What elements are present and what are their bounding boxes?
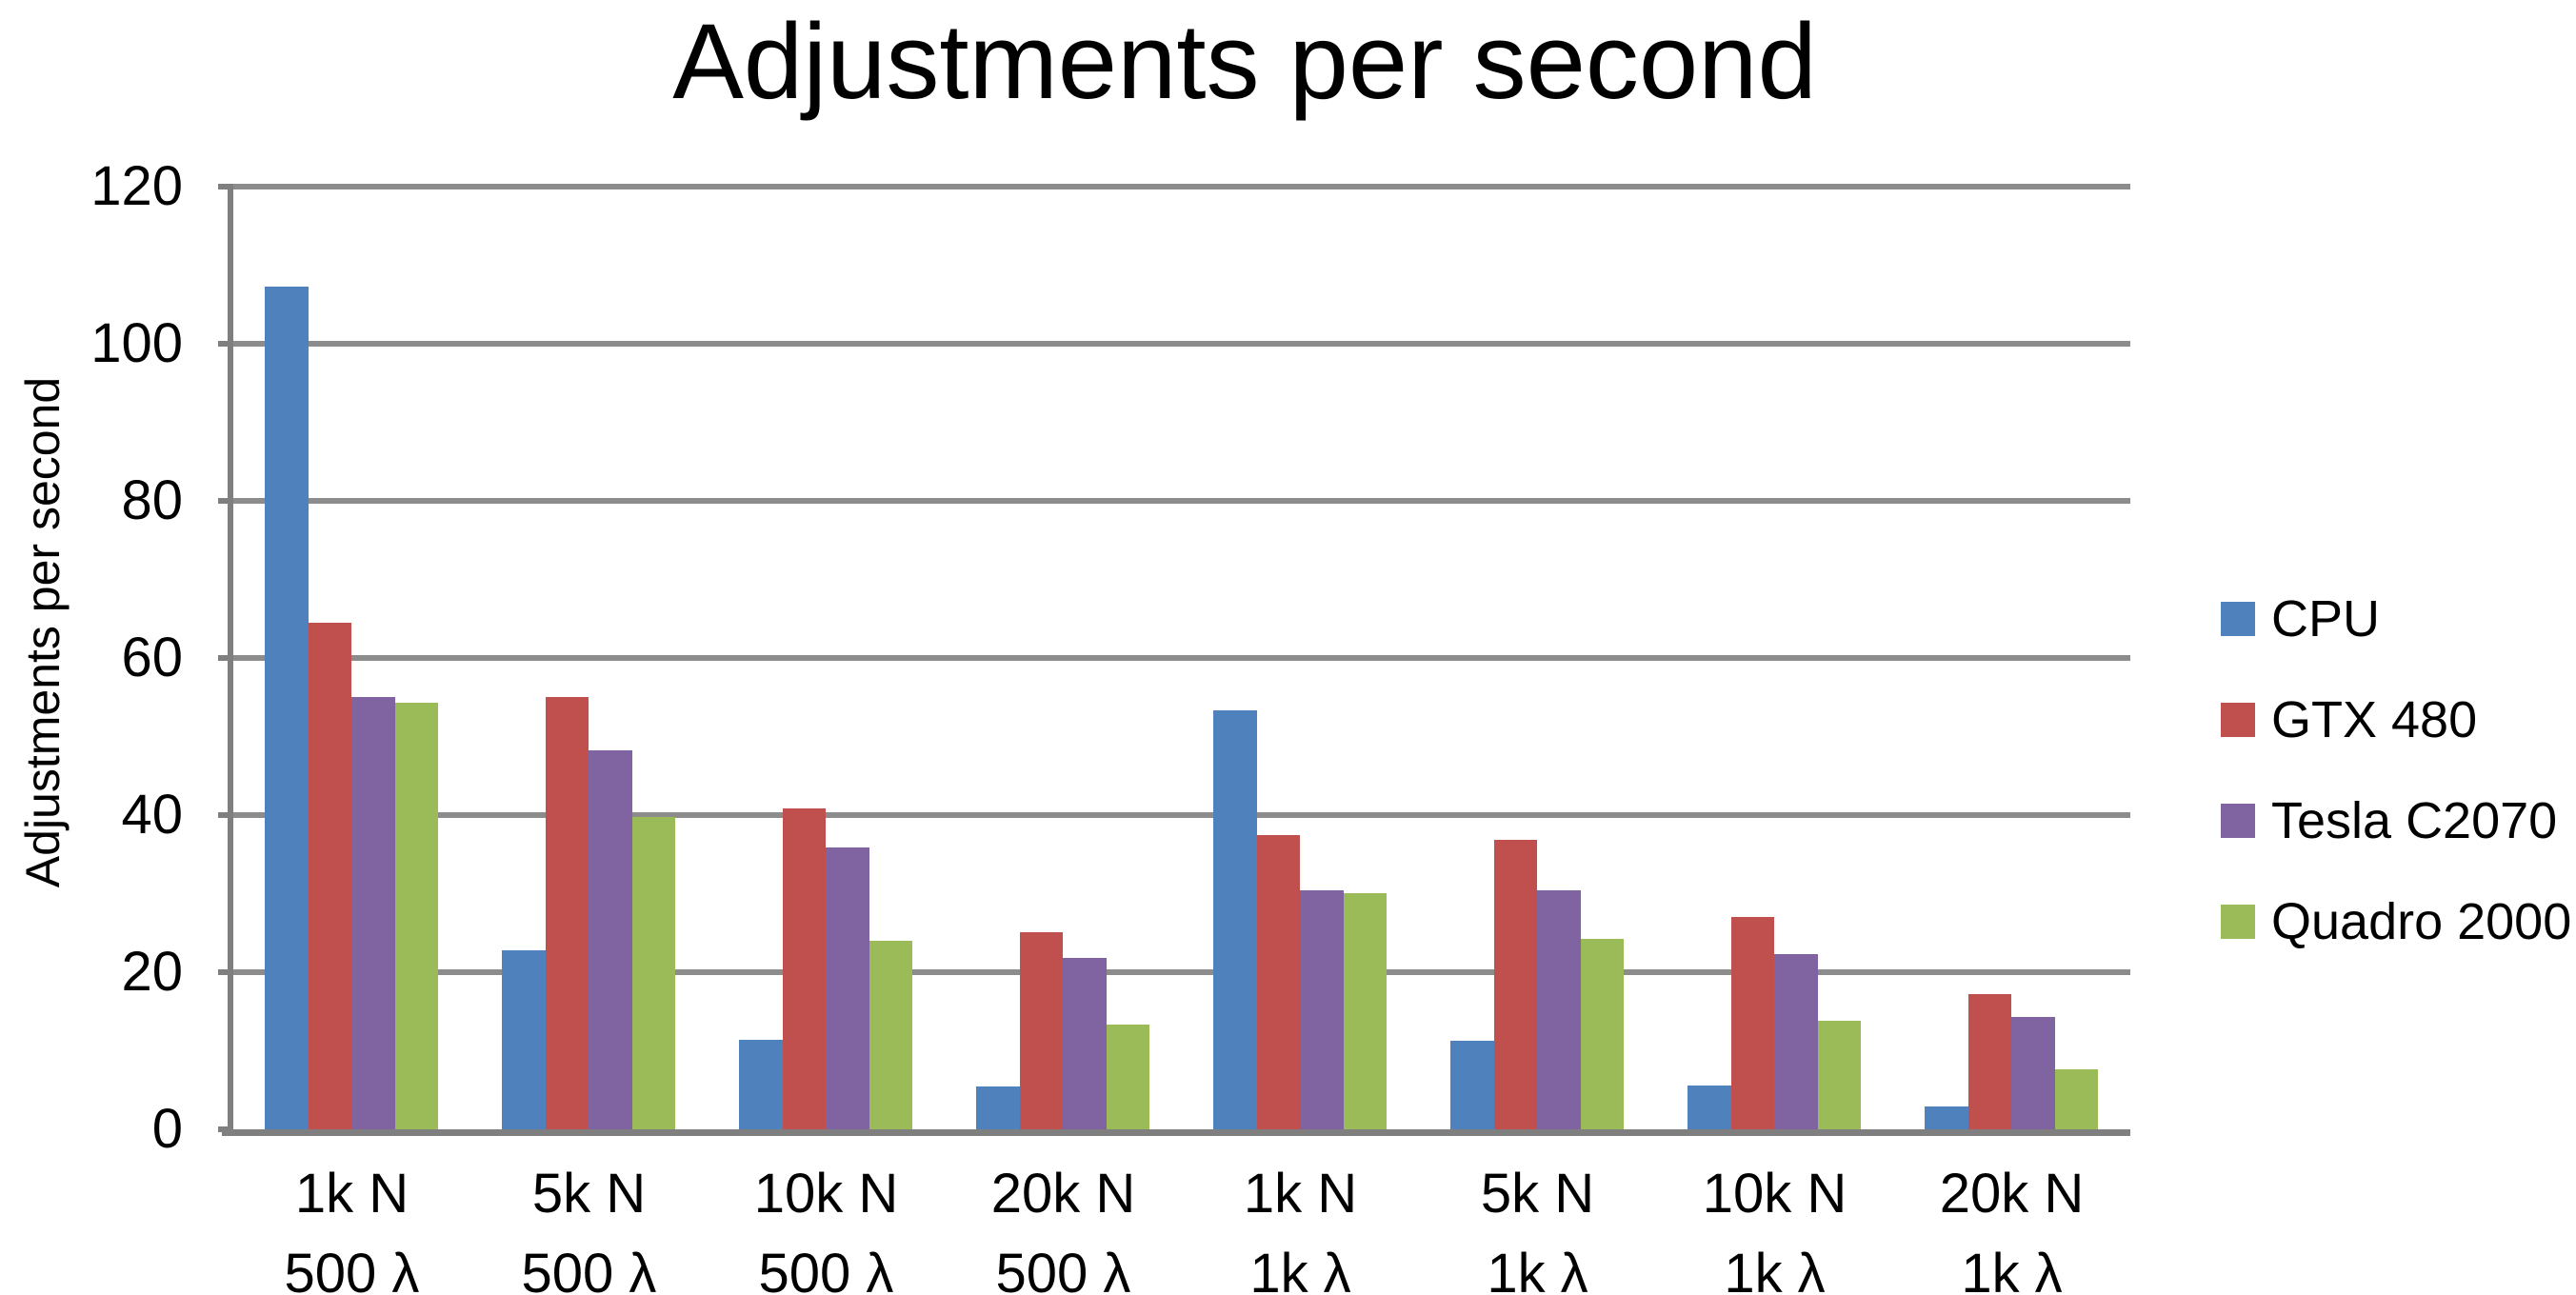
x-label-cat3: 10k N 500 λ (708, 1154, 945, 1295)
y-tick-label-0: 0 (151, 1098, 183, 1160)
x-label-cat4: 20k N 500 λ (945, 1154, 1182, 1295)
bar-quadro-2000-cat6 (1580, 939, 1624, 1129)
gridline-20 (233, 969, 2130, 975)
bar-quadro-2000-cat1 (394, 703, 438, 1129)
gridline-60 (233, 655, 2130, 661)
bar-gtx-480-cat4 (1019, 931, 1063, 1129)
x-label-top: 20k N (1939, 1163, 2085, 1225)
x-label-top: 1k N (1243, 1163, 1358, 1225)
bar-cpu-cat2 (502, 949, 546, 1129)
bar-quadro-2000-cat2 (631, 816, 675, 1129)
bar-tesla-c2070-cat1 (351, 697, 395, 1129)
bar-tesla-c2070-cat7 (1774, 954, 1818, 1129)
legend-swatch-icon (2221, 602, 2255, 636)
legend-swatch-icon (2221, 804, 2255, 838)
x-label-top: 10k N (1702, 1163, 1847, 1225)
bar-quadro-2000-cat5 (1343, 892, 1387, 1129)
x-label-top: 10k N (753, 1163, 899, 1225)
gridline-120 (233, 184, 2130, 189)
gridline-80 (233, 498, 2130, 504)
x-label-top: 5k N (531, 1163, 647, 1225)
x-label-cat2: 5k N 500 λ (470, 1154, 708, 1295)
x-label-bottom: 500 λ (521, 1243, 657, 1295)
bar-tesla-c2070-cat6 (1537, 890, 1581, 1129)
x-label-bottom: 1k λ (1724, 1243, 1826, 1295)
bar-tesla-c2070-cat4 (1063, 958, 1107, 1129)
legend-item-cpu: CPU (2221, 590, 2381, 648)
legend-item-gtx-480: GTX 480 (2221, 691, 2478, 748)
chart-title: Adjustments per second (672, 2, 1817, 121)
bar-gtx-480-cat8 (1967, 994, 2011, 1129)
y-tick-label-100: 100 (90, 312, 183, 374)
bar-quadro-2000-cat8 (2054, 1069, 2098, 1129)
y-axis-tick-100 (218, 341, 233, 347)
bar-quadro-2000-cat3 (869, 941, 912, 1129)
bar-gtx-480-cat5 (1256, 834, 1300, 1129)
plot-area (218, 184, 2130, 1136)
x-label-cat8: 20k N 1k λ (1893, 1154, 2130, 1295)
x-label-bottom: 1k λ (1249, 1243, 1351, 1295)
y-axis-tick-60 (218, 655, 233, 661)
x-label-top: 20k N (990, 1163, 1136, 1225)
legend-label: GTX 480 (2271, 691, 2478, 748)
bar-tesla-c2070-cat5 (1300, 890, 1344, 1129)
y-tick-label-20: 20 (121, 941, 183, 1003)
bar-cpu-cat5 (1213, 710, 1257, 1129)
gridline-40 (233, 812, 2130, 818)
x-label-cat1: 1k N 500 λ (233, 1154, 470, 1295)
bar-cpu-cat3 (739, 1039, 783, 1129)
x-label-cat5: 1k N 1k λ (1182, 1154, 1419, 1295)
bar-quadro-2000-cat7 (1817, 1021, 1861, 1129)
bar-gtx-480-cat2 (545, 697, 589, 1129)
bar-gtx-480-cat1 (308, 622, 351, 1129)
bar-tesla-c2070-cat3 (826, 847, 869, 1129)
bar-cpu-cat7 (1687, 1085, 1731, 1129)
y-axis-tick-0 (218, 1126, 233, 1132)
legend-swatch-icon (2221, 703, 2255, 737)
legend-item-tesla-c2070: Tesla C2070 (2221, 792, 2558, 849)
x-label-bottom: 500 λ (995, 1243, 1131, 1295)
legend-item-quadro-2000: Quadro 2000 (2221, 893, 2572, 950)
bar-cpu-cat1 (265, 286, 309, 1129)
legend-label: CPU (2271, 590, 2381, 648)
x-label-bottom: 1k λ (1961, 1243, 2063, 1295)
y-tick-label-60: 60 (121, 627, 183, 688)
x-label-top: 5k N (1480, 1163, 1595, 1225)
bar-tesla-c2070-cat8 (2011, 1017, 2055, 1129)
y-axis-tick-80 (218, 498, 233, 504)
y-axis-tick-120 (218, 184, 233, 189)
legend-swatch-icon (2221, 905, 2255, 939)
legend-label: Quadro 2000 (2271, 893, 2572, 950)
y-axis-tick-40 (218, 812, 233, 818)
x-label-cat6: 5k N 1k λ (1419, 1154, 1656, 1295)
x-label-bottom: 500 λ (284, 1243, 420, 1295)
gridline-0 (222, 1129, 2130, 1136)
bar-gtx-480-cat7 (1730, 917, 1774, 1129)
bar-cpu-cat4 (976, 1086, 1020, 1129)
bar-tesla-c2070-cat2 (589, 750, 632, 1129)
x-label-bottom: 500 λ (758, 1243, 894, 1295)
y-tick-label-40: 40 (121, 784, 183, 846)
y-tick-label-80: 80 (121, 469, 183, 531)
x-label-cat7: 10k N 1k λ (1656, 1154, 1893, 1295)
y-tick-label-120: 120 (90, 155, 183, 217)
bar-gtx-480-cat6 (1493, 839, 1537, 1129)
legend-label: Tesla C2070 (2271, 792, 2558, 849)
y-axis-tick-20 (218, 969, 233, 975)
bar-quadro-2000-cat4 (1106, 1025, 1149, 1129)
y-axis-line (228, 187, 233, 1135)
bar-cpu-cat6 (1450, 1040, 1494, 1129)
bar-cpu-cat8 (1925, 1106, 1968, 1129)
x-label-bottom: 1k λ (1487, 1243, 1588, 1295)
x-label-top: 1k N (294, 1163, 409, 1225)
gridline-100 (233, 341, 2130, 347)
bar-gtx-480-cat3 (782, 807, 826, 1129)
